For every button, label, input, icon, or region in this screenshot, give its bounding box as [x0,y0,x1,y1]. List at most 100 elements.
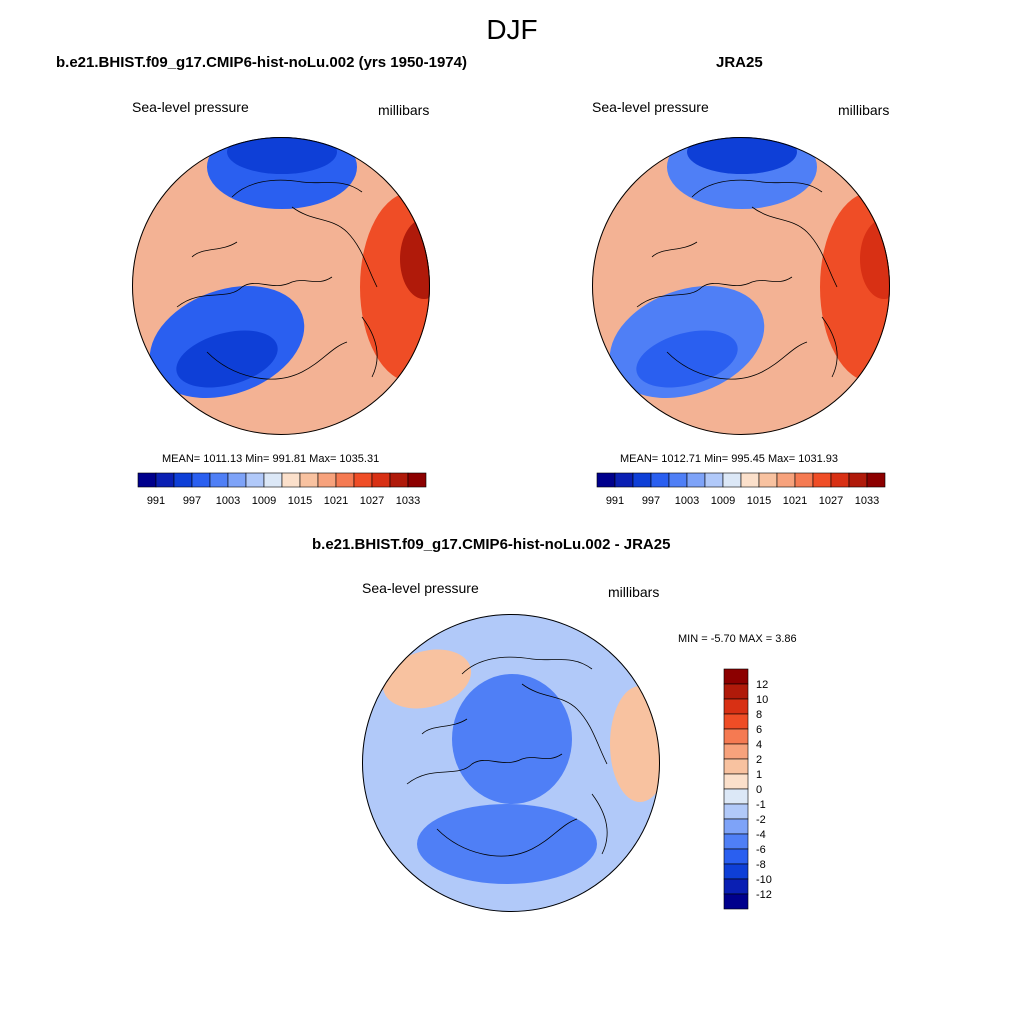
colorbar-box [704,472,724,488]
colorbar-tick-label: 1009 [711,495,735,507]
colorbar-box [335,472,355,488]
colorbar-box [209,472,229,488]
colorbar-tick-label: 991 [606,495,624,507]
coastline-2 [291,206,378,288]
map-border [132,137,430,435]
panel1-variable-label: Sea-level pressure [132,99,249,115]
field-layer [362,614,660,912]
colorbar-box [632,472,652,488]
colorbar-box [668,472,688,488]
colorbar-box [758,472,778,488]
colorbar-box [245,472,265,488]
map-border [362,614,660,912]
colorbar-box [723,893,749,910]
panel3-units-label: millibars [608,584,660,600]
colorbar-tick-label: -1 [756,799,766,811]
colorbar-tick-label: 4 [756,739,762,751]
colorbar-tick-label: 6 [756,724,762,736]
colorbar-tick-label: 1027 [819,495,843,507]
colorbar-tick-label: 10 [756,694,768,706]
colorbar-box [776,472,796,488]
colorbar-box [614,472,634,488]
field-layer [592,137,890,435]
field-arctic-negative [452,674,572,804]
colorbar-box [723,713,749,730]
colorbar-box [723,683,749,700]
panel1-map [132,137,430,435]
colorbar-tick-label: -12 [756,889,772,901]
coastline-2 [521,683,608,765]
colorbar-tick-label: 1015 [288,495,312,507]
colorbar-tick-label: 0 [756,784,762,796]
colorbar-tick-label: 12 [756,679,768,691]
colorbar-box [299,472,319,488]
coastline-0 [406,753,563,785]
field-pacific-low-core [176,330,278,388]
panel2-stats: MEAN= 1012.71 Min= 995.45 Max= 1031.93 [620,453,839,465]
colorbar-tick-label: 1003 [675,495,699,507]
colorbar-box [723,863,749,880]
colorbar-box [740,472,760,488]
field-layer [132,137,430,435]
colorbar-box [866,472,886,488]
coastline-1 [206,341,348,380]
colorbar-box [830,472,850,488]
coastline-3 [691,179,823,198]
colorbar-tick-label: 1021 [783,495,807,507]
colorbar-tick-label: 1015 [747,495,771,507]
colorbar-box [723,803,749,820]
colorbar-tick-label: 991 [147,495,165,507]
field-siberian-high-core [400,219,430,299]
colorbar-box [723,698,749,715]
colorbar-box [407,472,427,488]
colorbar-tick-label: 1009 [252,495,276,507]
panel3-variable-label: Sea-level pressure [362,580,479,596]
colorbar-box [191,472,211,488]
colorbar-box [723,833,749,850]
colorbar-box [723,758,749,775]
coastline-1 [436,818,578,857]
colorbar-tick-label: -6 [756,844,766,856]
coastline-3 [461,656,593,675]
panel3-stats: MIN = -5.70 MAX = 3.86 [678,633,797,645]
colorbar-box [722,472,742,488]
coastline-3 [231,179,363,198]
coastline-0 [176,276,333,308]
colorbar-box [723,848,749,865]
field-atlantic-negative [417,804,597,884]
colorbar-box [723,743,749,760]
panel1-units-label: millibars [378,102,430,118]
coastline-0 [636,276,793,308]
panel1-stats: MEAN= 1011.13 Min= 991.81 Max= 1035.31 [162,453,380,465]
field-pacific-low-core [636,330,738,388]
colorbar-tick-label: 1003 [216,495,240,507]
colorbar-tick-label: -2 [756,814,766,826]
panel2-colorbar: 991 997 1003 1009 1015 1021 1027 1033 [596,472,886,507]
panel2-title: JRA25 [716,54,763,71]
panel2-map [592,137,890,435]
colorbar-box [812,472,832,488]
colorbar-tick-label: -4 [756,829,766,841]
map-border [592,137,890,435]
colorbar-tick-label: -8 [756,859,766,871]
colorbar-tick-label: 1033 [396,495,420,507]
colorbar-tick-label: 1 [756,769,762,781]
colorbar-tick-label: 1027 [360,495,384,507]
colorbar-box [155,472,175,488]
coastline-5 [361,316,378,378]
colorbar-tick-label: 1021 [324,495,348,507]
coastline-4 [651,241,698,258]
colorbar-box [281,472,301,488]
panel3-title: b.e21.BHIST.f09_g17.CMIP6-hist-noLu.002 … [312,536,671,553]
colorbar-box [723,818,749,835]
field-siberian-high-core [860,219,890,299]
field-siberia-positive [610,686,660,802]
colorbar-box [848,472,868,488]
colorbar-box [263,472,283,488]
colorbar-box [723,788,749,805]
coastline-5 [821,316,838,378]
colorbar-box [723,668,749,685]
colorbar-box [317,472,337,488]
colorbar-tick-label: 8 [756,709,762,721]
